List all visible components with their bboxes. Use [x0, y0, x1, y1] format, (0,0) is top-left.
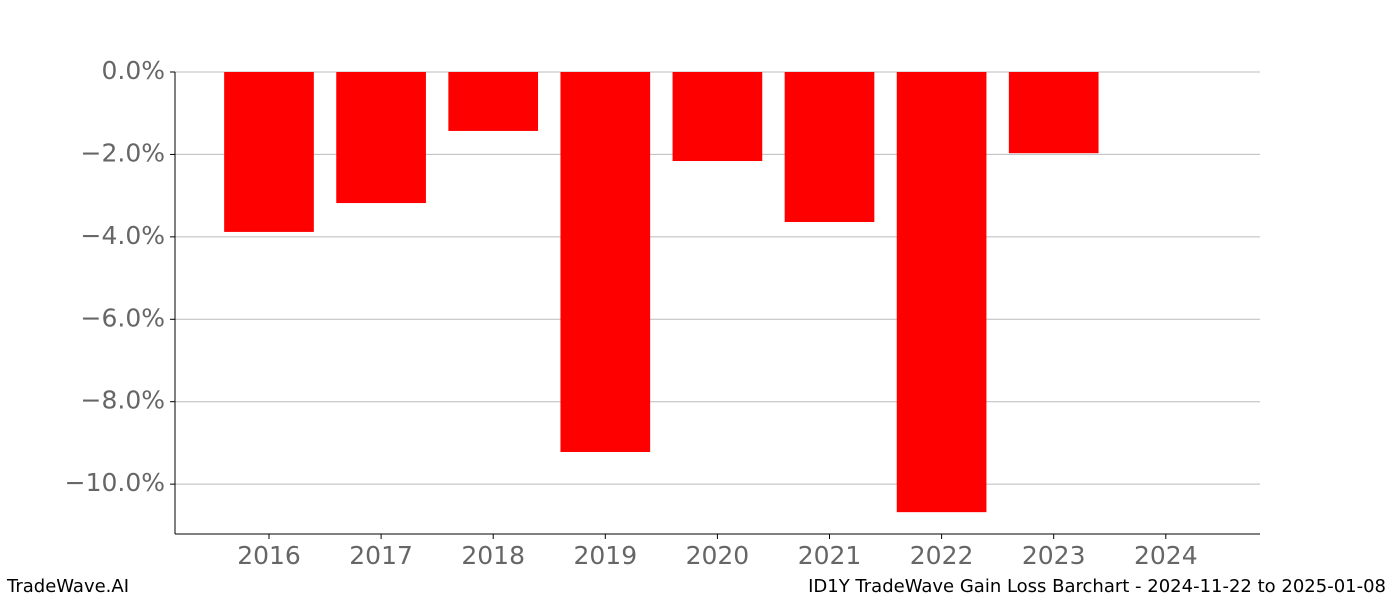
footer-left: TradeWave.AI	[6, 576, 129, 597]
x-tick-label: 2016	[237, 541, 301, 570]
y-tick-label: 0.0%	[101, 56, 165, 85]
bar	[1008, 72, 1099, 154]
bar	[784, 72, 875, 223]
x-tick-label: 2021	[798, 541, 862, 570]
bar	[560, 72, 651, 452]
bar	[896, 72, 987, 513]
x-tick-label: 2018	[461, 541, 525, 570]
bar	[224, 72, 314, 232]
x-tick-label: 2017	[349, 541, 413, 570]
y-tick-label: −4.0%	[81, 221, 165, 250]
y-tick-label: −10.0%	[65, 468, 165, 497]
x-tick-label: 2019	[573, 541, 637, 570]
y-tick-label: −8.0%	[81, 386, 165, 415]
footer-right: ID1Y TradeWave Gain Loss Barchart - 2024…	[808, 576, 1386, 597]
x-tick-label: 2020	[686, 541, 750, 570]
bar	[448, 72, 539, 131]
y-tick-label: −2.0%	[81, 138, 165, 167]
bar	[336, 72, 426, 204]
x-tick-label: 2023	[1022, 541, 1086, 570]
x-tick-label: 2024	[1134, 541, 1198, 570]
y-tick-label: −6.0%	[81, 303, 165, 332]
x-tick-label: 2022	[910, 541, 974, 570]
bar	[672, 72, 763, 162]
